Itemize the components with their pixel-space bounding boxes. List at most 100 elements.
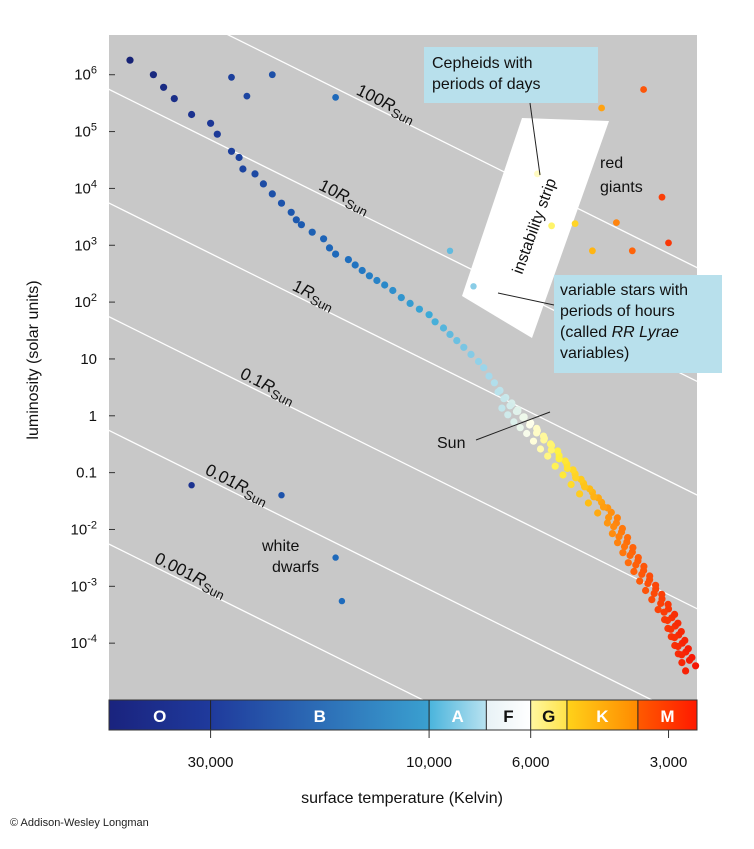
rr-lyrae-label: variables) bbox=[560, 345, 629, 362]
supergiant-star bbox=[228, 73, 235, 81]
main-sequence-star bbox=[615, 533, 623, 541]
main-sequence-star bbox=[674, 642, 682, 651]
rr-lyrae-label: periods of hours bbox=[560, 303, 675, 320]
main-sequence-star bbox=[629, 544, 637, 552]
rr-lyrae-label: (called RR Lyrae bbox=[560, 324, 679, 341]
main-sequence-star bbox=[547, 446, 555, 454]
main-sequence-star bbox=[572, 474, 580, 482]
main-sequence-star bbox=[670, 634, 679, 642]
main-sequence-star bbox=[599, 503, 608, 511]
spectral-class-label: O bbox=[153, 707, 166, 726]
main-sequence-star bbox=[207, 119, 215, 127]
main-sequence-star bbox=[563, 464, 571, 472]
red-giants-label: red bbox=[600, 155, 623, 172]
main-sequence-star bbox=[576, 490, 584, 498]
main-sequence-star bbox=[640, 562, 648, 571]
main-sequence-star bbox=[678, 659, 686, 667]
main-sequence-star bbox=[526, 421, 534, 429]
main-sequence-star bbox=[425, 311, 433, 319]
main-sequence-star bbox=[406, 299, 414, 307]
main-sequence-star bbox=[358, 266, 366, 275]
main-sequence-star bbox=[674, 619, 682, 627]
main-sequence-star bbox=[546, 440, 555, 448]
main-sequence-star bbox=[160, 83, 168, 91]
main-sequence-star bbox=[667, 625, 675, 633]
y-tick-label: 105 bbox=[74, 122, 97, 141]
spectral-class-band bbox=[210, 700, 430, 730]
main-sequence-star bbox=[490, 379, 498, 387]
radius-line bbox=[109, 202, 697, 496]
main-sequence-star bbox=[308, 228, 316, 236]
main-sequence-star bbox=[682, 667, 690, 675]
main-sequence-star bbox=[619, 549, 627, 557]
main-sequence-star bbox=[618, 524, 627, 533]
spectral-class-label: A bbox=[452, 707, 464, 726]
main-sequence-star bbox=[251, 170, 259, 178]
main-sequence-star bbox=[658, 590, 666, 599]
main-sequence-star bbox=[149, 71, 157, 79]
radius-line bbox=[109, 429, 654, 700]
main-sequence-star bbox=[213, 130, 221, 138]
main-sequence-star bbox=[608, 530, 617, 538]
main-sequence-star bbox=[268, 190, 276, 198]
main-sequence-star bbox=[567, 480, 575, 489]
y-tick-label: 102 bbox=[74, 292, 97, 311]
main-sequence-star bbox=[590, 493, 598, 501]
main-sequence-star bbox=[555, 455, 563, 463]
main-sequence-star bbox=[292, 216, 300, 224]
main-sequence-star bbox=[467, 350, 475, 358]
main-sequence-star bbox=[373, 276, 381, 285]
main-sequence-star bbox=[569, 466, 577, 474]
main-sequence-star bbox=[603, 519, 612, 527]
x-tick-label: 10,000 bbox=[406, 754, 452, 771]
main-sequence-star bbox=[540, 436, 548, 444]
rr-lyrae-callout-box bbox=[554, 275, 722, 373]
white-dwarf-star bbox=[338, 597, 346, 605]
variable-star bbox=[446, 247, 454, 254]
main-sequence-star bbox=[652, 581, 660, 589]
radius-line bbox=[226, 35, 697, 269]
main-sequence-star bbox=[325, 244, 334, 252]
supergiant-star bbox=[332, 94, 339, 101]
y-tick-label: 10-3 bbox=[71, 576, 97, 595]
y-axis-title: luminosity (solar units) bbox=[25, 280, 42, 439]
spectral-class-label: B bbox=[314, 707, 326, 726]
radius-line bbox=[109, 316, 697, 610]
main-sequence-star bbox=[506, 402, 514, 410]
y-tick-label: 104 bbox=[74, 178, 97, 197]
main-sequence-star bbox=[613, 514, 622, 522]
cepheids-label: periods of days bbox=[432, 76, 541, 93]
spectral-class-label: F bbox=[503, 707, 513, 726]
supergiant-star bbox=[243, 92, 251, 100]
spectral-class-band bbox=[566, 700, 638, 730]
x-tick-label: 3,000 bbox=[650, 754, 688, 771]
main-sequence-star bbox=[344, 256, 352, 264]
y-tick-label: 10-4 bbox=[71, 633, 97, 652]
main-sequence-star bbox=[332, 250, 340, 258]
main-sequence-star bbox=[504, 411, 512, 419]
y-tick-label: 106 bbox=[74, 65, 97, 84]
main-sequence-star bbox=[638, 570, 646, 578]
main-sequence-star bbox=[297, 221, 305, 229]
red-giant-star bbox=[589, 247, 596, 255]
spectral-class-band bbox=[109, 700, 211, 730]
red-giant-star bbox=[658, 193, 666, 201]
white-dwarf-star bbox=[278, 492, 285, 499]
main-sequence-star bbox=[594, 509, 602, 517]
main-sequence-star bbox=[581, 483, 589, 491]
main-sequence-star bbox=[561, 457, 569, 465]
main-sequence-star bbox=[654, 606, 662, 614]
x-tick-label: 30,000 bbox=[188, 754, 234, 771]
main-sequence-star bbox=[239, 165, 247, 173]
main-sequence-star bbox=[381, 281, 389, 289]
main-sequence-star bbox=[446, 330, 454, 338]
main-sequence-star bbox=[453, 337, 461, 345]
spectral-class-band bbox=[429, 700, 487, 730]
y-tick-label: 10 bbox=[80, 351, 97, 368]
main-sequence-star bbox=[632, 561, 640, 569]
red-giants-label: giants bbox=[600, 179, 643, 196]
main-sequence-star bbox=[536, 445, 545, 453]
y-tick-label: 1 bbox=[89, 408, 97, 425]
main-sequence-star bbox=[678, 651, 686, 659]
